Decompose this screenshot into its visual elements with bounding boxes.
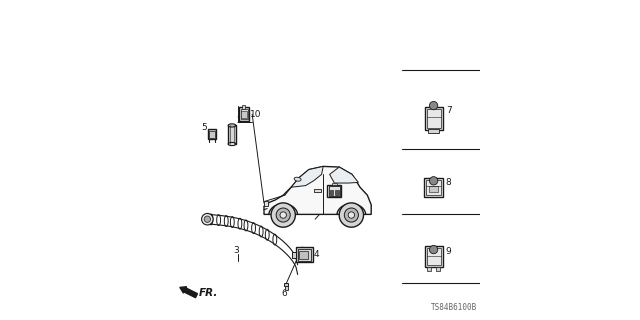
Bar bbox=[330, 190, 333, 195]
Bar bbox=[264, 201, 268, 206]
Circle shape bbox=[429, 177, 438, 185]
Bar bbox=[241, 111, 247, 118]
Bar bbox=[208, 129, 216, 139]
Text: 6: 6 bbox=[281, 289, 287, 298]
Polygon shape bbox=[291, 166, 323, 187]
Bar bbox=[298, 249, 311, 261]
Bar bbox=[427, 109, 440, 128]
Circle shape bbox=[280, 212, 287, 218]
Bar bbox=[296, 247, 312, 262]
Bar bbox=[332, 183, 337, 185]
Bar bbox=[328, 185, 342, 197]
Bar bbox=[429, 186, 438, 192]
Text: 1: 1 bbox=[342, 183, 348, 192]
Ellipse shape bbox=[228, 142, 236, 146]
Text: 9: 9 bbox=[445, 247, 451, 256]
Ellipse shape bbox=[294, 177, 301, 181]
Bar bbox=[424, 178, 444, 197]
Bar bbox=[428, 267, 431, 271]
Text: 8: 8 bbox=[445, 178, 451, 187]
Bar bbox=[425, 246, 443, 267]
Bar bbox=[329, 186, 340, 196]
Bar bbox=[292, 252, 296, 258]
Text: 5: 5 bbox=[202, 124, 207, 132]
Circle shape bbox=[339, 203, 364, 227]
Polygon shape bbox=[264, 166, 371, 214]
Bar bbox=[285, 286, 288, 290]
Text: 10: 10 bbox=[250, 110, 261, 119]
Bar bbox=[427, 248, 440, 265]
Bar bbox=[300, 251, 308, 259]
Bar bbox=[285, 283, 289, 286]
Text: FR.: FR. bbox=[198, 288, 218, 298]
Circle shape bbox=[429, 245, 438, 254]
Text: 2: 2 bbox=[237, 116, 242, 125]
Circle shape bbox=[344, 208, 358, 222]
Bar bbox=[241, 109, 248, 119]
Text: 7: 7 bbox=[445, 106, 451, 115]
Text: TS84B6100B: TS84B6100B bbox=[431, 303, 477, 312]
Circle shape bbox=[271, 203, 296, 227]
Ellipse shape bbox=[228, 124, 236, 127]
Circle shape bbox=[202, 213, 213, 225]
Bar bbox=[436, 267, 440, 271]
Circle shape bbox=[348, 212, 355, 218]
Bar bbox=[239, 107, 249, 121]
Text: 3: 3 bbox=[234, 246, 239, 255]
Bar bbox=[425, 107, 443, 130]
Bar bbox=[335, 190, 339, 195]
FancyArrow shape bbox=[180, 287, 198, 298]
Circle shape bbox=[204, 216, 211, 222]
Bar bbox=[209, 131, 215, 138]
Bar bbox=[428, 129, 440, 133]
Bar bbox=[228, 125, 236, 144]
Bar bbox=[314, 189, 321, 192]
Polygon shape bbox=[330, 167, 358, 183]
Circle shape bbox=[429, 101, 438, 110]
Text: 4: 4 bbox=[314, 250, 319, 259]
Circle shape bbox=[276, 208, 291, 222]
Bar bbox=[243, 105, 245, 109]
Bar bbox=[426, 180, 442, 195]
